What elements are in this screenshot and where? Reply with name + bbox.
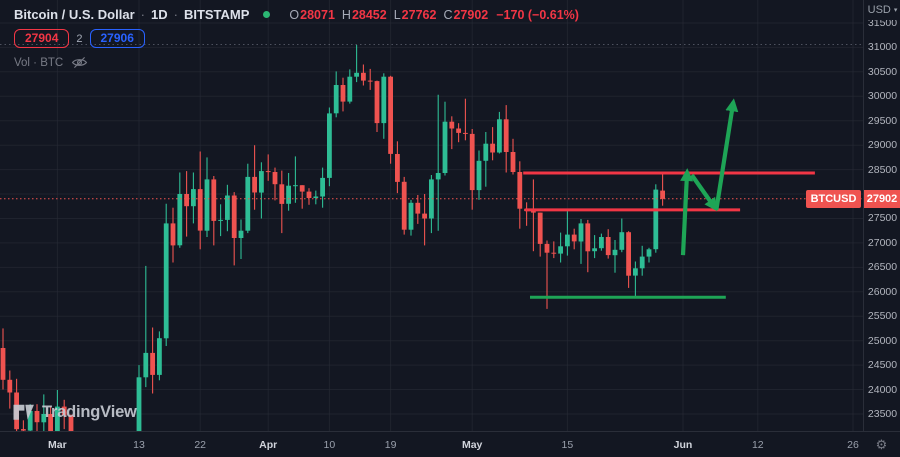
interval-label[interactable]: 1D (150, 7, 168, 22)
time-axis-label: May (461, 439, 483, 451)
price-axis-label: 28500 (867, 163, 898, 176)
time-axis-label: 15 (561, 439, 574, 451)
chevron-down-icon: ▾ (893, 7, 898, 14)
scale-settings-corner[interactable]: ⚙ (863, 431, 900, 457)
time-axis[interactable]: Mar 13 22 Apr 10 19 May 15 Jun 12 26 (0, 431, 863, 457)
time-axis-label: 12 (751, 439, 764, 451)
price-axis-label: 29500 (867, 114, 898, 127)
time-axis-label: Jun (673, 439, 693, 451)
eye-hidden-icon[interactable] (71, 56, 88, 69)
change-value: −170 (−0.61%) (496, 7, 579, 22)
time-axis-label: 26 (847, 439, 859, 451)
price-axis-label: 26500 (867, 261, 898, 274)
price-axis-label: 27000 (867, 236, 898, 249)
watermark-text: TradingView (42, 402, 137, 421)
price-axis-label: 29000 (867, 139, 898, 152)
gear-icon[interactable]: ⚙ (875, 437, 888, 452)
time-axis-label: 19 (384, 439, 397, 451)
price-axis-label: 24000 (867, 383, 898, 396)
symbol-title[interactable]: Bitcoin / U.S. Dollar (14, 7, 135, 22)
open-value: 28071 (300, 7, 335, 22)
drawing-arrow-retest-down[interactable] (690, 173, 718, 212)
price-axis-label: 24500 (867, 359, 898, 372)
price-axis-label: 23500 (867, 407, 898, 420)
separator: · (173, 7, 178, 22)
time-axis-label: Apr (259, 439, 278, 451)
candlestick-chart[interactable] (0, 0, 863, 431)
symbol-price-chip: BTCUSD (806, 189, 861, 208)
currency-dropdown[interactable]: USD ▾ (864, 0, 900, 20)
last-price-badge: 27902 (864, 189, 900, 208)
buy-button[interactable]: 27906 (89, 29, 145, 48)
chart-canvas[interactable] (0, 0, 863, 431)
high-value: 28452 (351, 7, 387, 22)
currency-label: USD (867, 4, 891, 16)
drawing-arrow-breakout-up[interactable] (680, 168, 694, 256)
market-status-dot-icon (263, 11, 271, 18)
price-axis-label: 30000 (867, 90, 898, 103)
sell-button[interactable]: 27904 (14, 29, 70, 48)
low-label: L (393, 7, 401, 22)
ohlc-values: O 28071 H 28452 L 27762 C 27902 (282, 8, 488, 22)
close-value: 27902 (453, 7, 489, 22)
price-axis-label: 25000 (867, 334, 898, 347)
time-axis-label: Mar (48, 439, 67, 451)
time-axis-label: 10 (323, 439, 336, 451)
spread-value: 2 (76, 32, 83, 45)
price-axis-label: 25500 (867, 310, 898, 323)
open-label: O (289, 7, 300, 22)
volume-indicator-label[interactable]: Vol · BTC (14, 56, 64, 69)
tradingview-watermark: TradingView (12, 402, 137, 422)
candles-layer[interactable] (0, 45, 665, 431)
low-value: 27762 (401, 7, 437, 22)
price-axis[interactable]: 3150031000305003000029500290002850028000… (863, 0, 900, 431)
close-label: C (443, 7, 453, 22)
tradingview-logo-icon (13, 404, 34, 420)
exchange-label[interactable]: BITSTAMP (183, 7, 250, 22)
price-axis-label: 30500 (867, 65, 898, 78)
high-label: H (341, 7, 351, 22)
price-axis-label: 31000 (867, 41, 898, 54)
price-axis-label: 27500 (867, 212, 898, 225)
time-axis-label: 22 (194, 439, 207, 451)
separator: · (140, 7, 145, 22)
time-axis-label: 13 (133, 439, 145, 451)
price-axis-label: 26000 (867, 285, 898, 298)
drawing-arrow-target-up[interactable] (714, 98, 739, 211)
